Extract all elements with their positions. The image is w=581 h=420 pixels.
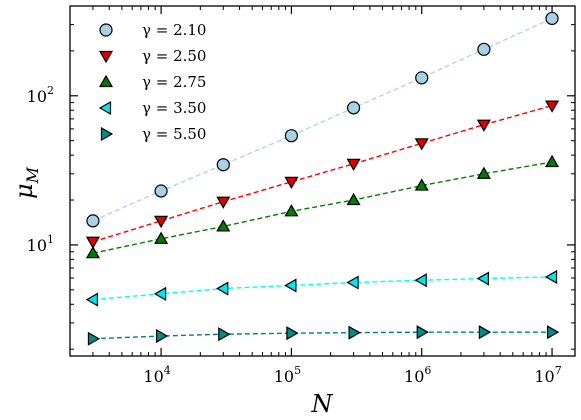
data-point <box>346 101 361 115</box>
series-line <box>92 161 553 254</box>
x-axis-label: N <box>311 390 334 418</box>
x-tick-label-exp: 7 <box>555 364 562 377</box>
data-point <box>284 278 297 293</box>
y-axis-label-sub: M <box>23 166 42 184</box>
minor-ticks <box>70 6 575 356</box>
legend-marker <box>100 126 114 142</box>
x-tick-label-exp: 4 <box>164 364 171 377</box>
data-point <box>154 215 169 229</box>
x-tick-label: 105 <box>274 364 301 386</box>
data-point <box>416 325 429 340</box>
legend: γ = 2.10 γ = 2.50 γ = 2.75 γ = 3.50 γ = 5.50 <box>98 21 206 143</box>
legend-marker <box>98 100 112 116</box>
data-point <box>544 269 558 284</box>
data-point <box>154 231 169 244</box>
data-point <box>545 100 560 113</box>
y-tick-label-base: 10 <box>27 236 47 255</box>
data-point <box>154 184 168 198</box>
legend-marker <box>99 23 113 37</box>
data-point <box>155 328 169 344</box>
x-tick-label-base: 10 <box>534 367 554 386</box>
data-point <box>415 71 429 85</box>
x-tick-label-exp: 6 <box>424 364 431 377</box>
series-4 <box>87 325 560 346</box>
data-point <box>216 196 231 209</box>
legend-label: γ = 2.75 <box>142 73 206 91</box>
y-tick-label: 102 <box>27 84 54 106</box>
plot-frame <box>69 5 576 357</box>
x-tick-label-base: 10 <box>143 367 163 386</box>
x-tick-label-base: 10 <box>404 367 424 386</box>
data-point <box>414 138 429 151</box>
data-point <box>85 236 100 249</box>
legend-item: γ = 2.50 <box>98 47 206 65</box>
legend-marker <box>98 74 114 88</box>
series-line <box>92 17 553 222</box>
data-point <box>85 292 99 307</box>
data-point <box>476 271 490 286</box>
data-point <box>346 275 359 290</box>
data-point <box>286 326 299 341</box>
series-0 <box>86 11 559 228</box>
series-line <box>92 104 553 243</box>
x-tick-label-exp: 5 <box>294 364 301 377</box>
x-tick-label-base: 10 <box>274 367 294 386</box>
legend-label: γ = 5.50 <box>142 125 206 143</box>
data-point <box>478 325 492 340</box>
data-point <box>346 192 361 206</box>
series-3 <box>85 269 558 307</box>
legend-label: γ = 2.50 <box>142 47 206 65</box>
x-tick-label: 104 <box>143 364 170 386</box>
data-point <box>346 158 361 171</box>
legend-item: γ = 5.50 <box>100 125 206 143</box>
data-point <box>216 219 231 232</box>
data-point <box>218 327 231 342</box>
x-tick-label: 106 <box>404 364 431 386</box>
data-point <box>476 119 491 132</box>
data-point <box>477 42 491 56</box>
y-axis-label-main: μ <box>10 183 38 199</box>
data-point <box>546 325 560 340</box>
data-point <box>87 331 101 346</box>
series-1 <box>85 100 560 249</box>
legend-marker <box>98 50 114 64</box>
legend-item: γ = 3.50 <box>98 99 206 117</box>
data-point <box>284 176 299 190</box>
legend-item: γ = 2.10 <box>99 21 206 39</box>
data-point <box>86 214 100 228</box>
legend-label: γ = 3.50 <box>142 99 206 117</box>
series-line <box>92 331 553 340</box>
data-point <box>216 158 230 172</box>
data-point <box>545 11 559 26</box>
legend-label: γ = 2.10 <box>142 21 206 39</box>
y-tick-label-base: 10 <box>27 87 47 106</box>
data-point <box>545 154 560 168</box>
data-point <box>216 281 229 296</box>
data-point <box>348 325 361 340</box>
y-tick-label-exp: 1 <box>47 233 54 246</box>
x-tick-label: 107 <box>534 364 561 386</box>
legend-item: γ = 2.75 <box>98 73 206 91</box>
data-point <box>153 286 167 301</box>
y-tick-label-exp: 2 <box>47 84 54 97</box>
data-point <box>85 246 100 259</box>
y-tick-label: 101 <box>27 233 54 255</box>
data-point <box>476 166 491 179</box>
y-axis-label: μM <box>10 166 42 199</box>
data-point <box>284 204 299 217</box>
data-point <box>414 273 427 288</box>
series-2 <box>85 154 560 259</box>
data-point <box>284 129 299 143</box>
data-point <box>414 178 429 191</box>
series-layer <box>85 11 560 346</box>
